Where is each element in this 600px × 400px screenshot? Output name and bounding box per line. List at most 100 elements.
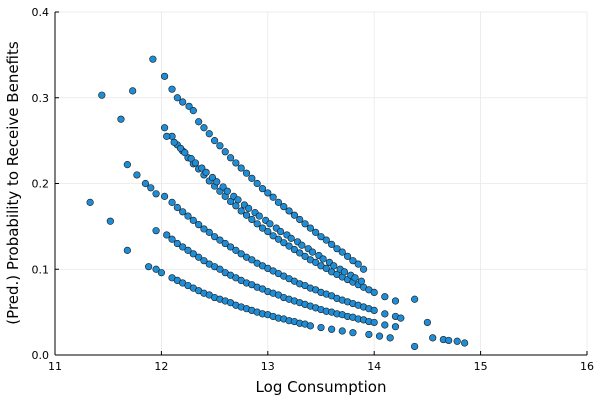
data-point bbox=[179, 98, 187, 106]
data-point bbox=[123, 161, 131, 169]
data-points bbox=[86, 55, 469, 351]
data-point bbox=[245, 204, 253, 212]
data-point bbox=[370, 288, 378, 297]
data-point bbox=[152, 190, 160, 198]
data-point bbox=[312, 258, 320, 266]
data-point bbox=[173, 94, 181, 102]
data-point bbox=[375, 332, 384, 340]
data-point bbox=[226, 197, 235, 206]
data-point bbox=[386, 334, 394, 342]
data-point bbox=[290, 245, 299, 254]
data-point bbox=[168, 198, 176, 206]
data-point bbox=[290, 211, 299, 219]
data-point bbox=[317, 323, 325, 332]
data-point bbox=[176, 144, 185, 152]
data-point bbox=[333, 245, 341, 253]
data-point bbox=[200, 257, 208, 265]
data-point bbox=[322, 236, 330, 244]
data-point bbox=[205, 130, 213, 138]
data-point bbox=[129, 87, 137, 95]
data-point bbox=[319, 255, 327, 263]
data-point bbox=[274, 198, 283, 206]
data-point bbox=[168, 235, 176, 243]
data-point bbox=[423, 318, 432, 327]
data-point bbox=[191, 159, 200, 167]
data-point bbox=[312, 228, 320, 236]
data-point bbox=[306, 224, 314, 232]
data-point bbox=[173, 239, 181, 248]
data-point bbox=[280, 203, 288, 211]
data-point bbox=[340, 268, 349, 276]
data-point bbox=[195, 221, 203, 229]
data-point bbox=[298, 241, 306, 249]
data-point bbox=[184, 212, 192, 220]
data-point bbox=[189, 216, 197, 224]
data-point bbox=[147, 184, 155, 192]
data-point bbox=[269, 193, 277, 201]
data-point bbox=[211, 137, 219, 145]
data-point bbox=[189, 250, 197, 258]
x-tick-label: 16 bbox=[580, 360, 594, 373]
data-point bbox=[187, 155, 195, 163]
data-point bbox=[123, 246, 131, 254]
data-point bbox=[237, 250, 245, 258]
data-point bbox=[322, 264, 330, 272]
data-point bbox=[301, 252, 309, 260]
data-point bbox=[391, 297, 400, 305]
data-point bbox=[266, 220, 274, 228]
data-point bbox=[205, 228, 213, 236]
data-point bbox=[445, 336, 453, 345]
data-point bbox=[370, 318, 378, 327]
data-point bbox=[264, 189, 272, 197]
data-point bbox=[248, 256, 256, 264]
data-point bbox=[216, 236, 224, 244]
data-point bbox=[98, 91, 106, 99]
data-point bbox=[149, 55, 157, 63]
data-point bbox=[219, 183, 227, 191]
data-point bbox=[253, 220, 261, 228]
data-point bbox=[145, 263, 153, 271]
data-point bbox=[86, 198, 94, 206]
data-point bbox=[106, 217, 114, 225]
data-point bbox=[328, 325, 336, 333]
data-point bbox=[453, 337, 461, 345]
data-point bbox=[232, 202, 240, 210]
data-point bbox=[308, 248, 317, 256]
grid bbox=[54, 11, 588, 356]
data-point bbox=[226, 154, 235, 162]
data-point bbox=[160, 72, 169, 80]
data-point bbox=[330, 262, 338, 270]
data-point bbox=[296, 215, 304, 224]
data-point bbox=[163, 132, 171, 140]
data-point bbox=[152, 227, 160, 235]
data-point bbox=[216, 142, 224, 150]
data-point bbox=[391, 323, 400, 331]
y-tick-label: 0.2 bbox=[32, 178, 50, 191]
data-point bbox=[200, 225, 208, 233]
data-point bbox=[269, 232, 277, 240]
data-point bbox=[170, 138, 178, 146]
data-point bbox=[411, 295, 419, 303]
data-point bbox=[411, 342, 419, 351]
data-point bbox=[306, 322, 314, 330]
data-point bbox=[237, 207, 245, 215]
data-point bbox=[173, 203, 181, 212]
data-point bbox=[133, 171, 141, 179]
data-point bbox=[163, 231, 171, 239]
data-point bbox=[189, 107, 197, 115]
data-point bbox=[274, 235, 283, 243]
data-point bbox=[221, 148, 229, 156]
data-point bbox=[226, 243, 235, 251]
data-point bbox=[195, 118, 203, 126]
data-point bbox=[354, 260, 362, 268]
data-point bbox=[285, 207, 293, 215]
data-point bbox=[232, 246, 240, 254]
data-point bbox=[184, 246, 192, 254]
data-point bbox=[370, 306, 378, 315]
data-point bbox=[351, 274, 359, 282]
data-point bbox=[179, 243, 187, 251]
data-point bbox=[232, 159, 240, 167]
data-point bbox=[179, 208, 187, 216]
data-point bbox=[280, 239, 288, 247]
